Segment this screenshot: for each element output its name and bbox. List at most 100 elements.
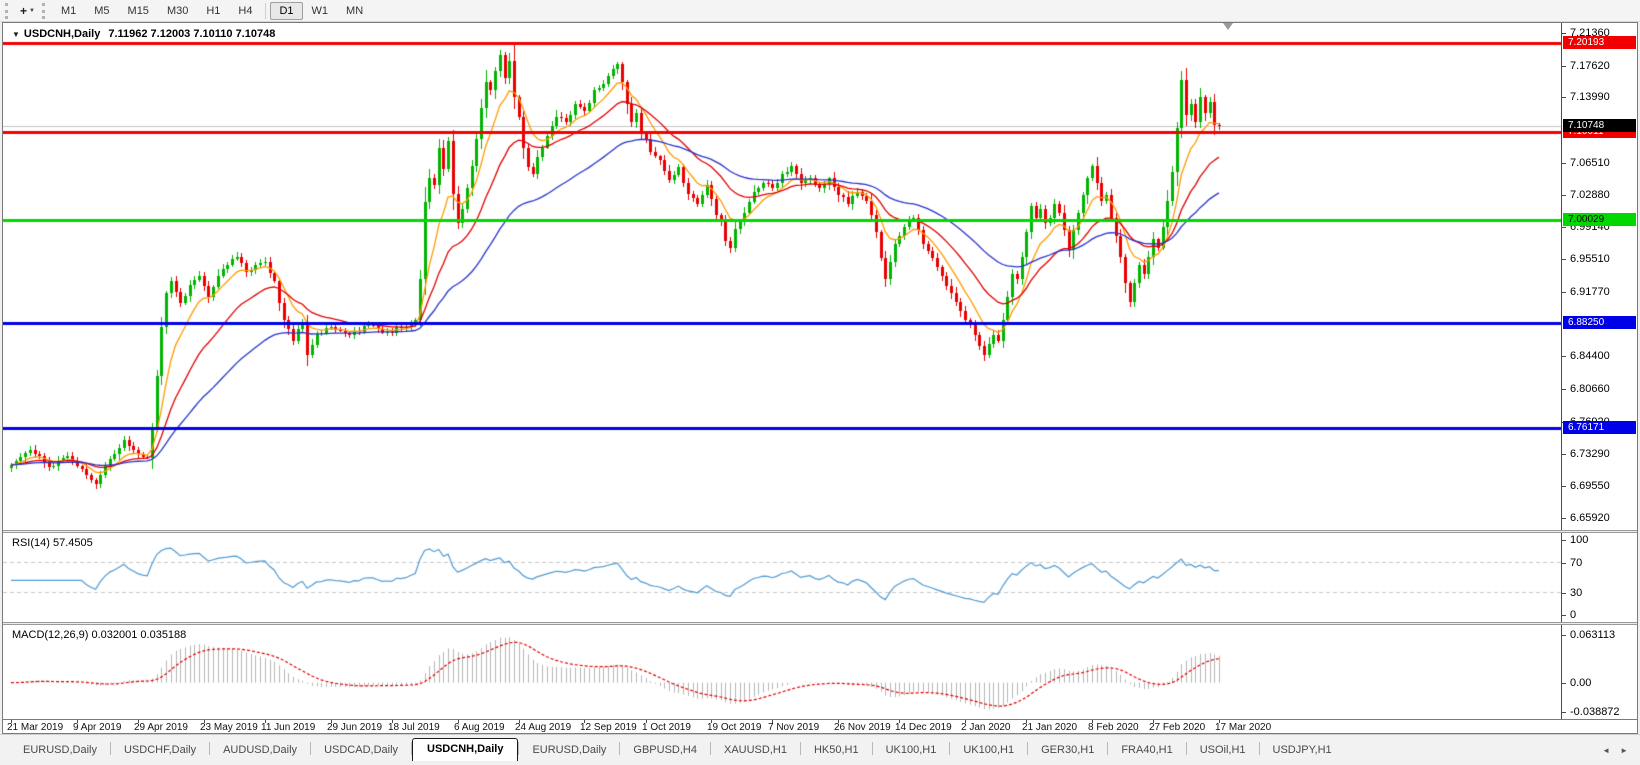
rsi-tick-mark <box>1562 540 1566 541</box>
price-tick-label: 6.73290 <box>1570 448 1610 460</box>
crosshair-icon: + <box>20 3 28 18</box>
timeframe-button-m15[interactable]: M15 <box>127 4 149 17</box>
rsi-tick-label: 30 <box>1570 587 1583 599</box>
macd-canvas[interactable] <box>3 625 1561 719</box>
price-tick-label: 6.69550 <box>1570 480 1610 492</box>
date-label: 1 Oct 2019 <box>642 722 691 733</box>
date-tick-mark <box>11 720 12 723</box>
candlestick-canvas[interactable] <box>3 23 1561 530</box>
rsi-axis[interactable]: 100 70 30 0 <box>1561 533 1637 622</box>
timeframe-button-mn[interactable]: MN <box>346 4 364 17</box>
chart-tab-usdcnh-daily[interactable]: USDCNH,Daily <box>412 738 519 761</box>
price-tick-mark <box>1562 195 1566 196</box>
date-label: 29 Jun 2019 <box>327 722 383 733</box>
price-axis[interactable]: 7.21360 7.17620 7.13990 7.06510 7.02880 6.991… <box>1561 23 1637 530</box>
timeframe-button-w1[interactable]: W1 <box>311 4 329 17</box>
date-tick-mark <box>772 720 773 723</box>
timeframe-button-h1[interactable]: H1 <box>206 4 221 17</box>
crosshair-tool-button[interactable]: + ▼ <box>15 3 40 19</box>
date-label: 26 Nov 2019 <box>834 722 891 733</box>
macd-tick-label: 0.00 <box>1570 677 1592 689</box>
time-axis[interactable]: 21 Mar 2019 9 Apr 2019 29 Apr 2019 23 May 2… <box>3 719 1637 733</box>
timeframe-toolbar: + ▼ M1 M5 M15 M30 H1 H4 D1 W1 MN <box>0 0 1640 22</box>
chart-tab-uk100-h1[interactable]: UK100,H1 <box>963 744 1015 756</box>
macd-axis[interactable]: 0.063113 0.00 -0.038872 <box>1561 625 1637 719</box>
date-tick-mark <box>1092 720 1093 723</box>
chart-tab-eurusd-daily[interactable]: EURUSD,Daily <box>532 744 607 756</box>
rsi-tick-mark <box>1562 563 1566 564</box>
date-label: 21 Jan 2020 <box>1022 722 1078 733</box>
date-label: 19 Oct 2019 <box>707 722 762 733</box>
tab-separator <box>949 742 951 755</box>
tab-separator <box>411 742 413 755</box>
price-tick-label: 6.80660 <box>1570 383 1610 395</box>
date-label: 8 Feb 2020 <box>1088 722 1139 733</box>
date-tick-mark <box>646 720 647 723</box>
date-tick-mark <box>392 720 393 723</box>
shift-marker-icon <box>1222 23 1233 30</box>
tab-separator <box>1258 742 1260 755</box>
tab-separator <box>871 742 873 755</box>
date-label: 2 Jan 2020 <box>961 722 1011 733</box>
macd-tick-mark <box>1562 635 1566 636</box>
status-strip <box>0 761 1640 765</box>
price-chart-plot[interactable]: ▼ USDCNH,Daily 7.11962 7.12003 7.10110 7.1… <box>3 23 1561 530</box>
date-label: 27 Feb 2020 <box>1149 722 1206 733</box>
chevron-down-icon: ▼ <box>29 7 35 14</box>
chart-tab-usdcad-daily[interactable]: USDCAD,Daily <box>324 744 399 756</box>
current-price-label: 7.10748 <box>1563 119 1636 132</box>
chart-tab-audusd-daily[interactable]: AUDUSD,Daily <box>223 744 298 756</box>
rsi-plot[interactable]: RSI(14) 57.4505 <box>3 533 1561 622</box>
macd-indicator-label: MACD(12,26,9) 0.032001 0.035188 <box>12 629 187 641</box>
chart-tab-gbpusd-h4[interactable]: GBPUSD,H4 <box>633 744 697 756</box>
chart-tab-fra40-h1[interactable]: FRA40,H1 <box>1121 744 1173 756</box>
tab-separator <box>799 742 801 755</box>
collapse-chart-icon[interactable]: ▼ <box>12 30 20 39</box>
chart-tab-usdchf-daily[interactable]: USDCHF,Daily <box>123 744 197 756</box>
date-tick-mark <box>519 720 520 723</box>
symbol-period-label: USDCNH,Daily <box>23 28 101 40</box>
toolbar-grip[interactable] <box>5 2 10 19</box>
tabs-scroll-left-button[interactable]: ◄ <box>1602 746 1611 755</box>
date-label: 24 Aug 2019 <box>515 722 572 733</box>
panel-splitter[interactable] <box>3 530 1637 533</box>
tabs-scroll-right-button[interactable]: ► <box>1620 746 1628 755</box>
chart-tab-eurusd-daily[interactable]: EURUSD,Daily <box>23 744 97 756</box>
date-label: 17 Mar 2020 <box>1215 722 1272 733</box>
tab-separator <box>518 742 520 755</box>
tab-separator <box>619 742 621 755</box>
price-tick-mark <box>1562 518 1566 519</box>
date-tick-mark <box>584 720 585 723</box>
price-tick-label: 6.91770 <box>1570 286 1610 298</box>
chart-tab-usdjpy-h1[interactable]: USDJPY,H1 <box>1272 744 1332 756</box>
hline-price-label: 7.00029 <box>1563 213 1636 226</box>
rsi-tick-mark <box>1562 615 1566 616</box>
rsi-tick-label: 0 <box>1570 609 1577 621</box>
price-tick-label: 7.02880 <box>1570 189 1610 201</box>
rsi-canvas[interactable] <box>3 533 1561 622</box>
chart-tab-ger30-h1[interactable]: GER30,H1 <box>1041 744 1095 756</box>
panel-splitter[interactable] <box>3 622 1637 625</box>
price-tick-label: 7.13990 <box>1570 91 1610 103</box>
timeframe-button-m5[interactable]: M5 <box>94 4 110 17</box>
price-tick-mark <box>1562 66 1566 67</box>
toolbar-grip[interactable] <box>41 2 47 19</box>
price-tick-mark <box>1562 356 1566 357</box>
timeframe-button-m30[interactable]: M30 <box>166 4 189 17</box>
date-tick-mark <box>138 720 139 723</box>
toolbar-separator <box>265 2 267 19</box>
timeframe-button-h4[interactable]: H4 <box>238 4 253 17</box>
chart-tab-uk100-h1[interactable]: UK100,H1 <box>885 744 937 756</box>
macd-plot[interactable]: MACD(12,26,9) 0.032001 0.035188 <box>3 625 1561 719</box>
date-tick-mark <box>1026 720 1027 723</box>
date-label: 29 Apr 2019 <box>134 722 188 733</box>
macd-tick-label: -0.038872 <box>1570 706 1620 718</box>
chart-tab-usoil-h1[interactable]: USOil,H1 <box>1199 744 1246 756</box>
timeframe-button-d1[interactable]: D1 <box>270 1 303 20</box>
timeframe-button-m1[interactable]: M1 <box>60 4 77 17</box>
chart-tab-xauusd-h1[interactable]: XAUUSD,H1 <box>723 744 787 756</box>
chart-tab-hk50-h1[interactable]: HK50,H1 <box>813 744 859 756</box>
date-label: 21 Mar 2019 <box>7 722 64 733</box>
price-tick-mark <box>1562 454 1566 455</box>
